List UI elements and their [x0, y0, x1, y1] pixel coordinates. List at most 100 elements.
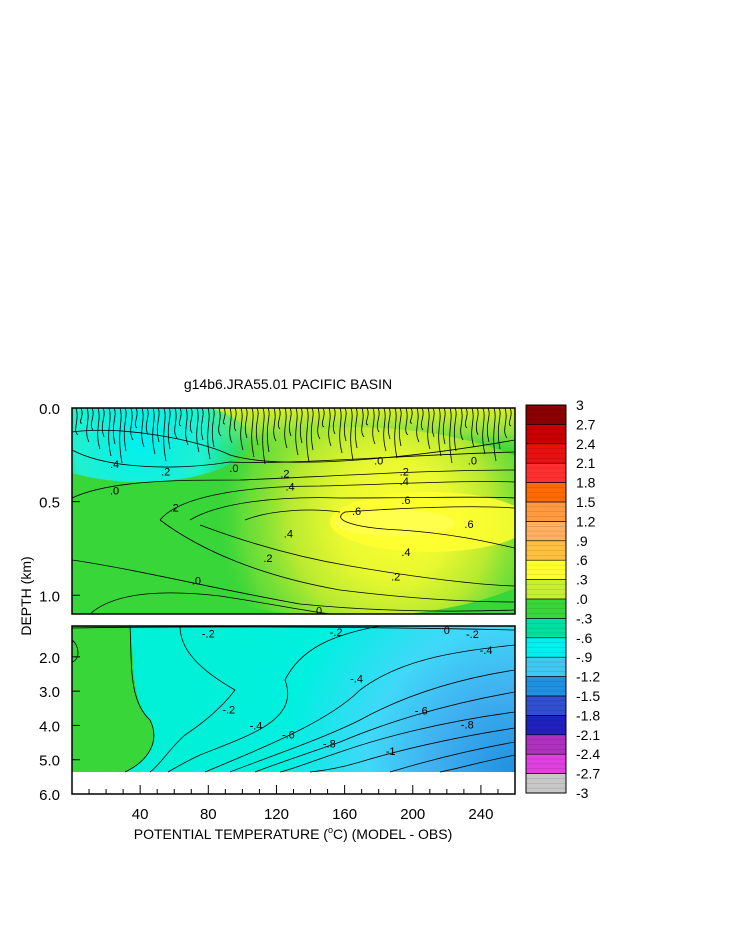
contour-label: .0: [110, 485, 119, 497]
surface-contour-line: [431, 408, 435, 438]
contour-label: -.6: [415, 706, 428, 718]
surface-contour-line: [361, 408, 365, 438]
lower-contour-line: [204, 644, 515, 773]
upper-contour-line: [159, 481, 515, 521]
surface-contour-line: [464, 408, 468, 429]
contour-label: .2: [280, 469, 289, 481]
contour-label: .2: [391, 572, 400, 584]
x-tick-label: 200: [400, 806, 425, 823]
lower-contour-line: [309, 727, 515, 773]
colorbar-swatch: [526, 696, 566, 716]
y-tick-label: 0.5: [39, 495, 60, 512]
upper-contour-line: [72, 429, 515, 463]
y-tick-label: 0.0: [39, 401, 60, 418]
surface-contour-line: [460, 408, 464, 441]
colorbar-label: -.6: [576, 630, 593, 646]
surface-contour-line: [75, 408, 79, 436]
lower-panel-west-green-edge: [72, 626, 149, 772]
upper-contour-line: [72, 469, 515, 499]
x-axis-label-prefix: POTENTIAL TEMPERATURE (: [134, 826, 329, 842]
upper-contour-line: [340, 506, 515, 549]
contour-label: -.8: [323, 738, 336, 750]
contour-label: -.6: [282, 730, 295, 742]
surface-contour-line: [471, 408, 475, 448]
surface-contour-line: [372, 408, 376, 445]
surface-contour-line: [383, 408, 387, 452]
colorbar-swatch: [526, 579, 566, 599]
surface-contour-line: [130, 408, 134, 441]
surface-contour-line: [174, 408, 178, 439]
lower-contour-line: [149, 626, 236, 773]
colorbar-swatch: [526, 754, 566, 774]
contour-label: -.8: [461, 720, 474, 732]
surface-contour-line: [277, 408, 281, 430]
surface-contour-line: [310, 408, 314, 451]
surface-contour-line: [240, 408, 244, 451]
upper-panel: [72, 408, 515, 614]
surface-contour-line: [475, 408, 479, 436]
axes: 0.00.51.02.03.04.05.06.040 80 120 160 200 240: [39, 401, 499, 823]
contour-label: .4: [401, 547, 410, 559]
upper-contour-line: [89, 592, 331, 614]
surface-contour-line: [453, 408, 457, 452]
colorbar-label: .6: [576, 552, 588, 568]
colorbar-swatch: [526, 676, 566, 696]
colorbar-swatch: [526, 405, 566, 425]
colorbar-label: -1.5: [576, 688, 600, 704]
surface-contour-line: [482, 408, 486, 455]
surface-contour-line: [328, 408, 332, 447]
surface-contour-line: [317, 408, 321, 440]
surface-contour-line: [266, 408, 270, 453]
surface-contour-line: [405, 408, 409, 436]
colorbar-swatch: [526, 521, 566, 541]
surface-contour-line: [442, 408, 446, 445]
surface-contour-line: [207, 408, 211, 460]
contour-label: .4: [284, 528, 293, 540]
surface-contour-line: [200, 408, 204, 441]
colorbar-swatch: [526, 599, 566, 619]
colorbar-swatch: [526, 657, 566, 677]
surface-contour-line: [493, 408, 497, 462]
colorbar-label: .0: [576, 591, 588, 607]
lower-contour-line: [229, 669, 515, 773]
contour-label: -.2: [202, 629, 215, 641]
y-tick-label: 4.0: [39, 718, 60, 735]
x-tick-label: 160: [332, 806, 357, 823]
contour-labels: .4.2.0.2.0.2.4.0.2.4.0.6.6.6.4.4.2.2.00-…: [110, 455, 492, 758]
contour-label: -.4: [250, 720, 263, 732]
surface-contour-line: [427, 408, 431, 450]
colorbar-swatch: [526, 502, 566, 522]
colorbar-label: 1.8: [576, 475, 596, 491]
colorbar-label: -.3: [576, 610, 593, 626]
colorbar-label: .3: [576, 572, 588, 588]
surface-contour-line: [189, 408, 193, 434]
colorbar-label: 1.2: [576, 513, 596, 529]
surface-contour-line: [101, 408, 105, 438]
surface-contour-line: [163, 408, 167, 462]
colorbar-swatch: [526, 734, 566, 755]
surface-contour-line: [394, 408, 398, 459]
lower-contours: [72, 626, 515, 773]
contour-label: -.2: [330, 627, 343, 639]
surface-contour-line: [497, 408, 501, 450]
contour-label: -1: [386, 746, 396, 758]
upper-contour-line: [72, 559, 515, 612]
surface-contour-line: [299, 408, 303, 444]
surface-contour-line: [167, 408, 171, 450]
colorbar-swatch: [526, 424, 566, 444]
surface-contour-line: [79, 408, 83, 424]
upper-panel-warm-core-outer: [120, 427, 515, 614]
lower-contour-line: [72, 626, 515, 631]
lower-panel-white-gap: [72, 772, 515, 794]
surface-contour-line: [273, 408, 277, 442]
y-axis-label: DEPTH (km): [18, 556, 34, 635]
x-tick-label: 40: [132, 806, 149, 823]
surface-contour-line: [284, 408, 288, 449]
contour-label: .6: [464, 519, 473, 531]
surface-contour-line: [398, 408, 402, 447]
colorbar-swatch: [526, 618, 566, 638]
colorbar-label: .9: [576, 533, 588, 549]
surface-contour-line: [86, 408, 90, 443]
lower-contour-line: [254, 691, 515, 773]
